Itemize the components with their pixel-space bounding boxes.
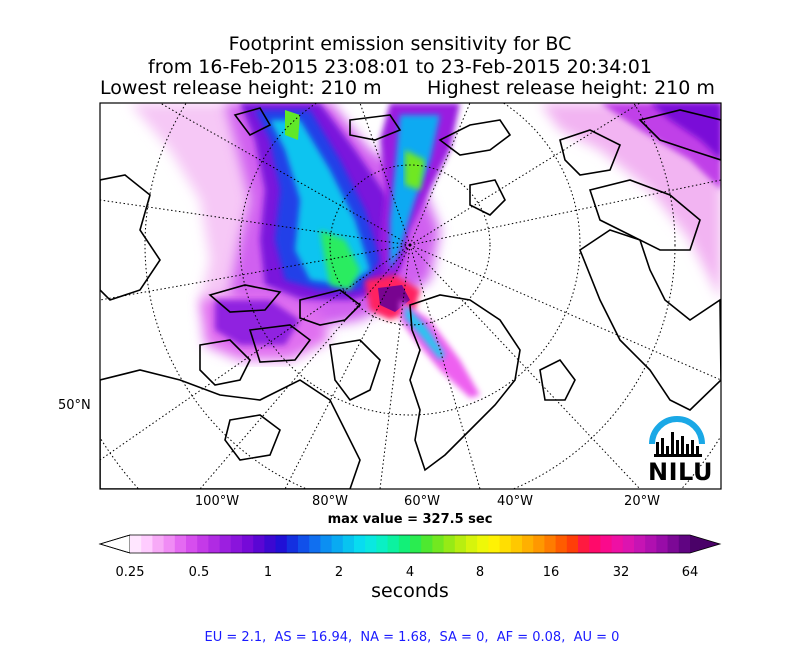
colorbar-tick: 1 — [263, 565, 273, 580]
colorbar-tick: 4 — [405, 565, 415, 580]
max-value-label: max value = 327.5 sec — [327, 512, 493, 527]
colorbar-segment — [331, 535, 344, 553]
colorbar-segment — [600, 535, 612, 553]
colorbar-tick: 2 — [334, 565, 344, 580]
colorbar-tick: 32 — [612, 565, 630, 580]
highest-release-height: Highest release height: 210 m — [427, 77, 715, 99]
colorbar-label: seconds — [371, 580, 449, 602]
colorbar-segment — [466, 535, 478, 553]
colorbar-segment — [410, 535, 422, 553]
colorbar-segment — [510, 535, 523, 553]
colorbar-segment — [398, 535, 411, 553]
colorbar-segment — [454, 535, 467, 553]
colorbar-tick: 0.5 — [188, 565, 210, 580]
colorbar-tick: 16 — [542, 565, 560, 580]
lon-label-60w: 60°W — [404, 494, 440, 509]
map-graticule — [100, 103, 721, 489]
colorbar-segment — [286, 535, 299, 553]
colorbar-segment — [230, 535, 243, 553]
colorbar-segment — [174, 535, 187, 553]
colorbar-segment — [186, 535, 198, 553]
colorbar-segment — [264, 535, 276, 553]
colorbar-segment — [678, 535, 691, 553]
map-subtitle-period: from 16-Feb-2015 23:08:01 to 23-Feb-2015… — [148, 56, 652, 78]
colorbar-tick: 64 — [681, 565, 699, 580]
colorbar-segment — [376, 535, 388, 553]
colorbar-segment — [130, 535, 142, 553]
colorbar-segment — [443, 535, 456, 553]
colorbar-segment — [667, 535, 680, 553]
colorbar-segment — [533, 535, 545, 553]
colorbar-segment — [611, 535, 624, 553]
colorbar-segment — [298, 535, 310, 553]
colorbar-min-extend — [98, 534, 131, 554]
colorbar-segment — [242, 535, 254, 553]
colorbar-segment — [622, 535, 635, 553]
colorbar-segment — [421, 535, 433, 553]
colorbar-segment — [555, 535, 568, 553]
colorbar-segment — [152, 535, 164, 553]
colorbar-tick: 0.25 — [115, 565, 145, 580]
colorbar-segment — [309, 535, 321, 553]
colorbar-segment — [566, 535, 579, 553]
lat-label-50n: 50°N — [58, 398, 91, 413]
colorbar-segment — [208, 535, 220, 553]
colorbar-segment — [645, 535, 657, 553]
colorbar-segment — [342, 535, 355, 553]
colorbar-segment — [499, 535, 512, 553]
colorbar-segment — [275, 535, 288, 553]
nilu-logo-icon — [649, 416, 705, 457]
colorbar — [98, 534, 722, 554]
lon-label-80w: 80°W — [312, 494, 348, 509]
colorbar-segment — [477, 535, 489, 553]
colorbar-segment — [656, 535, 668, 553]
coastlines — [100, 107, 721, 489]
lon-label-20w: 20°W — [624, 494, 660, 509]
colorbar-segment — [219, 535, 232, 553]
colorbar-segment — [522, 535, 534, 553]
lon-label-40w: 40°W — [497, 494, 533, 509]
colorbar-segment — [197, 535, 209, 553]
colorbar-segment — [354, 535, 366, 553]
colorbar-segment — [163, 535, 176, 553]
colorbar-segment — [488, 535, 500, 553]
colorbar-segment — [634, 535, 646, 553]
colorbar-outline — [98, 534, 722, 554]
colorbar-segment — [544, 535, 556, 553]
colorbar-segment — [141, 535, 153, 553]
map-title: Footprint emission sensitivity for BC — [228, 33, 572, 55]
colorbar-segment — [320, 535, 332, 553]
colorbar-segment — [589, 535, 601, 553]
lowest-release-height: Lowest release height: 210 m — [100, 77, 382, 99]
colorbar-segment — [432, 535, 444, 553]
colorbar-segment — [365, 535, 377, 553]
colorbar-segment — [253, 535, 265, 553]
nilu-logo-text: NILU — [648, 458, 713, 486]
map-frame — [99, 102, 722, 490]
colorbar-tick: 8 — [475, 565, 485, 580]
colorbar-max-extend — [690, 535, 720, 553]
lon-label-100w: 100°W — [194, 494, 240, 509]
colorbar-segment — [578, 535, 590, 553]
colorbar-segment — [387, 535, 400, 553]
region-stats: EU = 2.1, AS = 16.94, NA = 1.68, SA = 0,… — [204, 630, 620, 645]
